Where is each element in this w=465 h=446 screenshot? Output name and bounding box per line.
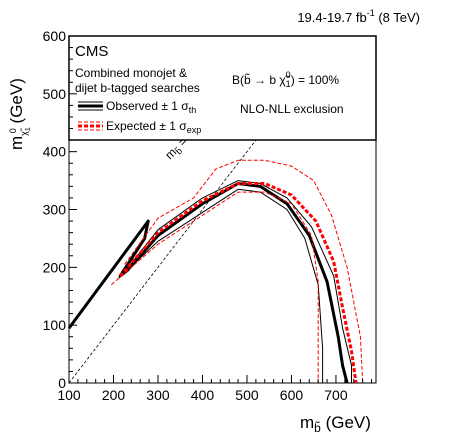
- legend-observed-label: Observed ± 1 σth: [106, 99, 196, 115]
- x-tick-label: 300: [146, 387, 170, 403]
- y-tick-label: 300: [43, 202, 67, 218]
- y-axis-title: mχ̃10 (GeV): [7, 78, 32, 150]
- legend-expected-label: Expected ± 1 σexp: [106, 119, 201, 135]
- legend-box: [68, 35, 377, 141]
- diagonal-line: [68, 93, 292, 384]
- y-tick-label: 100: [43, 317, 67, 333]
- x-tick-label: 200: [102, 387, 126, 403]
- x-tick-label: 100: [57, 387, 81, 403]
- x-tick-label: 400: [191, 387, 215, 403]
- lumi-header: 19.4-19.7 fb-1 (8 TeV): [297, 8, 420, 25]
- cms-label: CMS: [75, 43, 108, 60]
- y-axis: 0 100 200 300 400 500 600: [43, 28, 77, 391]
- x-axis: 100 200 300 400 500 600 700: [57, 375, 373, 403]
- curve-5-dashed-thin: [124, 159, 364, 384]
- x-axis-title: mb̃ (GeV): [300, 413, 371, 435]
- curves: [67, 159, 364, 384]
- x-tick-label: 500: [235, 387, 259, 403]
- y-tick-label: 400: [43, 144, 67, 160]
- y-tick-label: 200: [43, 259, 67, 275]
- curve-1-solid-thin: [117, 188, 324, 383]
- curve-2-solid-thin: [124, 180, 352, 383]
- curve-4-dashed-thin: [110, 191, 319, 383]
- x-tick-label: 600: [280, 387, 304, 403]
- x-tick-label: 700: [324, 387, 348, 403]
- analysis-line1: Combined monojet &: [75, 66, 187, 80]
- curve-0-solid-thick: [67, 182, 349, 384]
- curve-3-dashed-thick: [119, 182, 358, 384]
- exclusion-label: NLO-NLL exclusion: [240, 102, 344, 116]
- branching-ratio: B(b̃ → b χ̃0 1) = 100%: [232, 70, 339, 89]
- y-tick-label: 0: [58, 375, 66, 391]
- y-tick-label: 500: [43, 86, 67, 102]
- y-tick-label: 600: [43, 28, 67, 44]
- analysis-line2: dijet b-tagged searches: [75, 81, 200, 95]
